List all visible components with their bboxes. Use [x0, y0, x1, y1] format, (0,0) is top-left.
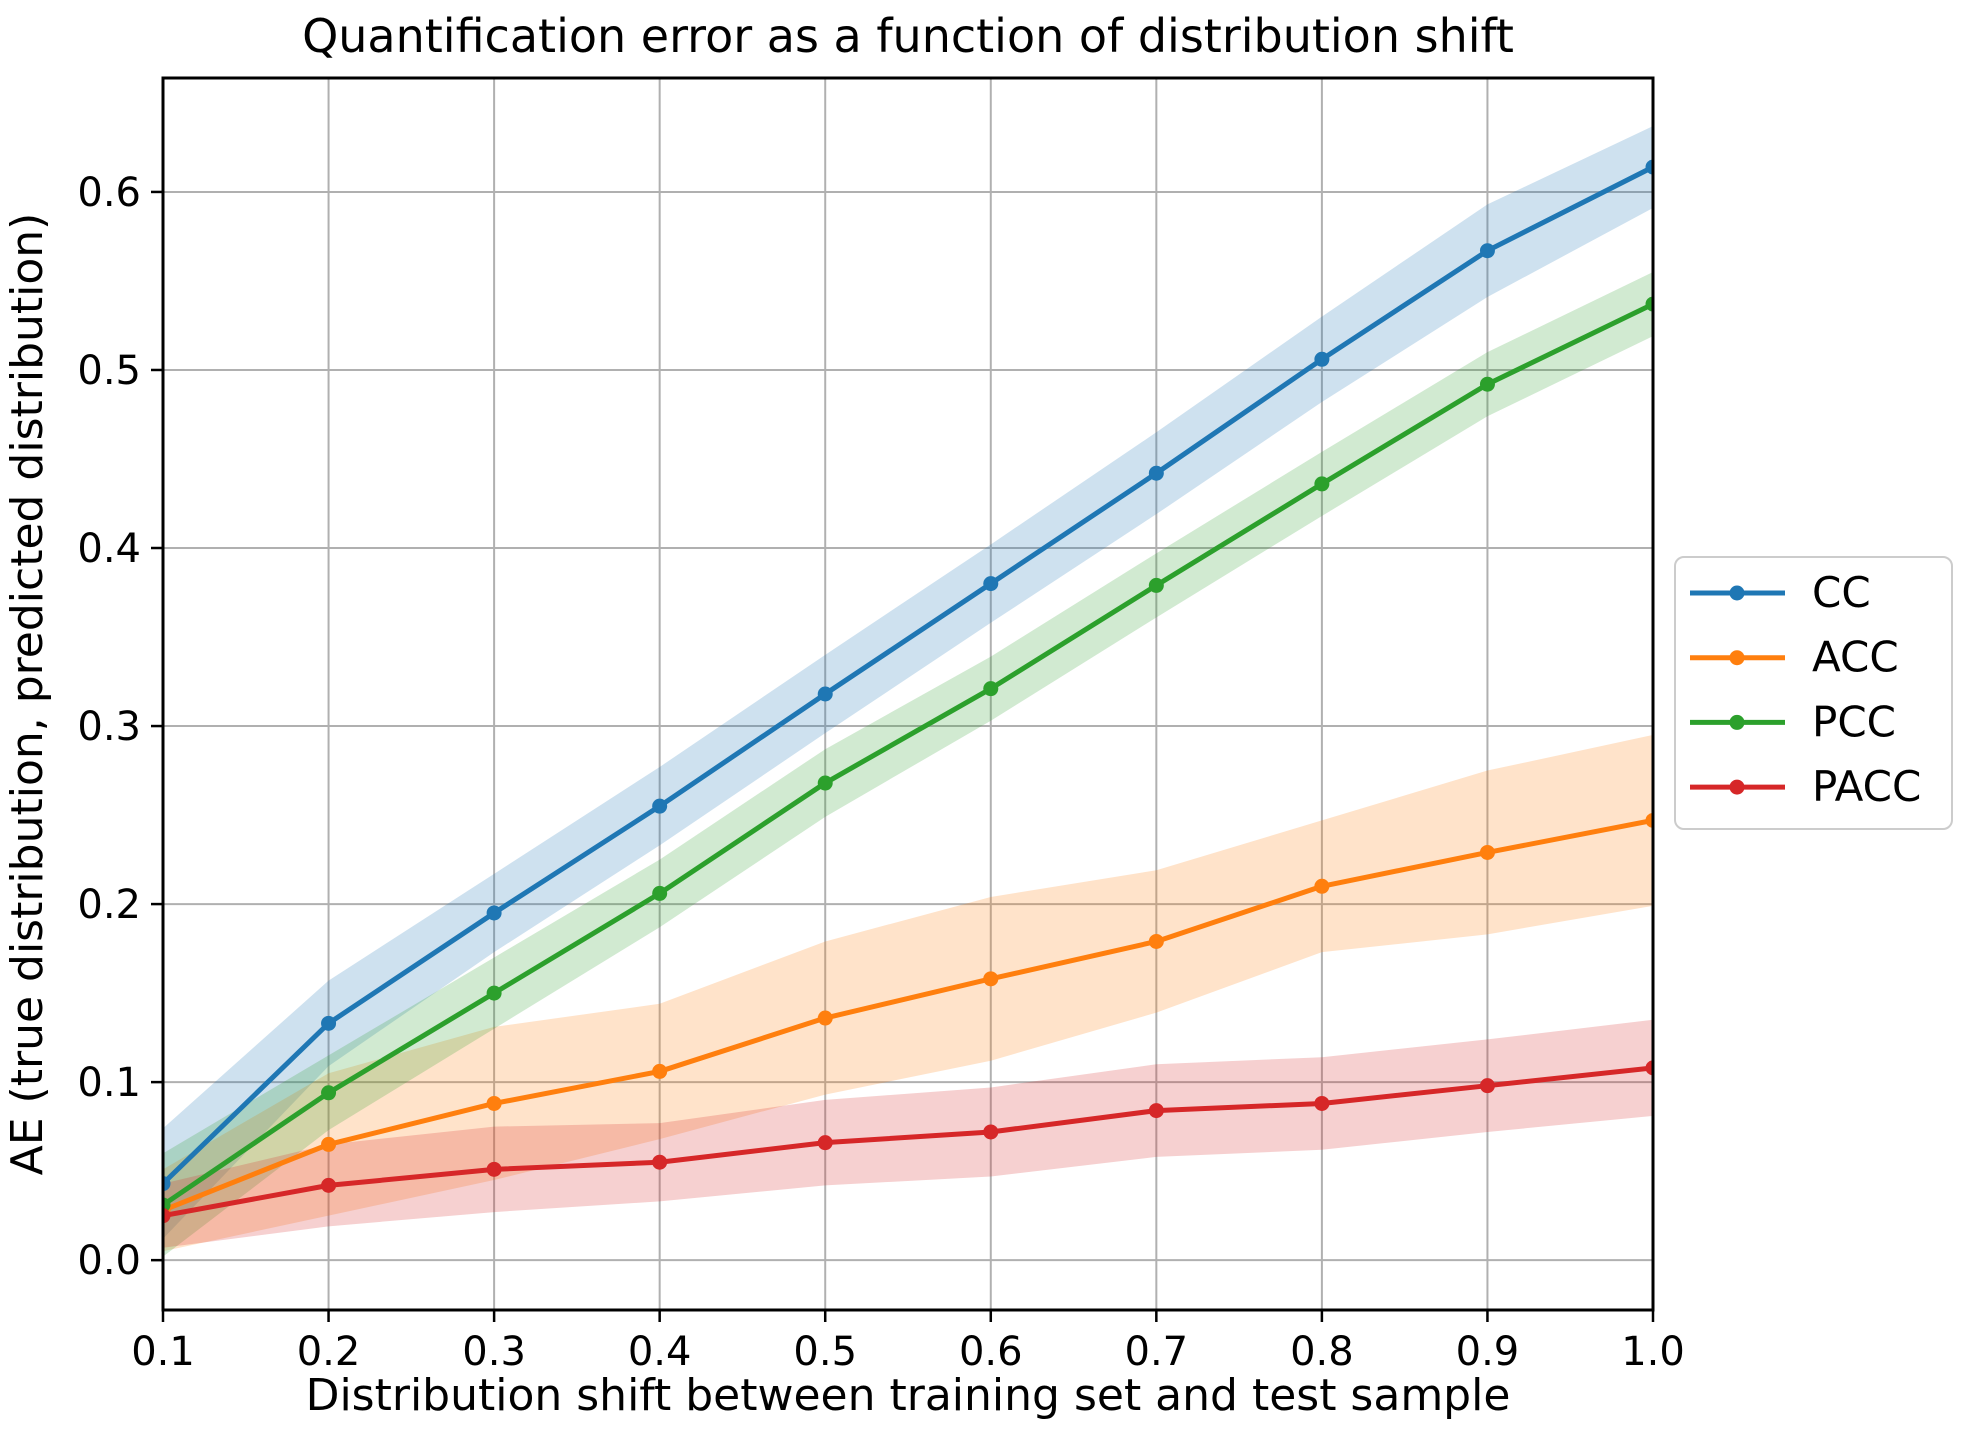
- marker-PACC: [983, 1124, 999, 1140]
- marker-CC: [1148, 465, 1164, 481]
- legend-item-PACC: PACC: [1690, 762, 1921, 811]
- y-tick-label: 0.4: [77, 526, 141, 572]
- marker-PACC: [817, 1135, 833, 1151]
- marker-PCC: [817, 775, 833, 791]
- marker-CC: [652, 798, 668, 814]
- marker-PCC: [321, 1085, 337, 1101]
- y-axis-label: AE (true distribution, predicted distrib…: [2, 213, 53, 1176]
- marker-ACC: [321, 1136, 337, 1152]
- x-tick-label: 0.5: [793, 1329, 857, 1375]
- x-tick-label: 0.3: [462, 1329, 526, 1375]
- band-PCC: [163, 272, 1653, 1257]
- x-tick-label: 0.9: [1456, 1329, 1520, 1375]
- legend-label: PCC: [1812, 697, 1896, 746]
- marker-CC: [1645, 159, 1653, 175]
- y-tick-label: 0.1: [77, 1060, 141, 1106]
- axis-ticks: 0.1 0.2 0.3 0.4 0.5 0.6 0.7 0.8 0.9 1.0 0.0 0.1 0.2 0…: [77, 170, 1684, 1375]
- marker-CC: [321, 1015, 337, 1031]
- marker-ACC: [652, 1063, 668, 1079]
- marker-PACC: [1314, 1095, 1330, 1111]
- legend-item-PCC: PCC: [1690, 697, 1896, 746]
- marker-PACC: [1479, 1078, 1495, 1094]
- marker-CC: [817, 686, 833, 702]
- plot-border: [161, 76, 1655, 1312]
- marker-PACC: [163, 1208, 171, 1224]
- x-tick-label: 0.2: [297, 1329, 361, 1375]
- marker-ACC: [983, 971, 999, 987]
- legend-item-ACC: ACC: [1690, 633, 1899, 682]
- legend-label: PACC: [1812, 762, 1921, 811]
- x-tick-label: 0.8: [1290, 1329, 1354, 1375]
- marker-PCC: [983, 681, 999, 697]
- confidence-bands: [163, 126, 1653, 1257]
- y-tick-label: 0.6: [77, 170, 141, 216]
- marker-PCC: [1314, 476, 1330, 492]
- line-PACC: [163, 1065, 1653, 1219]
- marker-CC: [163, 1176, 171, 1192]
- marker-ACC: [486, 1095, 502, 1111]
- x-tick-label: 0.7: [1125, 1329, 1189, 1375]
- marker-ACC: [817, 1010, 833, 1026]
- marker-ACC: [1479, 844, 1495, 860]
- chart-title: Quantification error as a function of di…: [302, 9, 1514, 63]
- marker-ACC: [1314, 878, 1330, 894]
- band-ACC: [163, 734, 1653, 1252]
- marker-PACC: [652, 1154, 668, 1170]
- x-tick-label: 1.0: [1621, 1329, 1685, 1375]
- legend-label: ACC: [1812, 633, 1899, 682]
- y-tick-label: 0.5: [77, 348, 141, 394]
- legend-item-CC: CC: [1690, 568, 1871, 617]
- marker-PCC: [1148, 577, 1164, 593]
- legend-box: [1674, 556, 1953, 830]
- marker-PCC: [652, 885, 668, 901]
- y-tick-label: 0.2: [77, 882, 141, 928]
- legend-marker: [1729, 585, 1745, 601]
- band-CC: [163, 126, 1653, 1239]
- line-CC: [163, 164, 1653, 1187]
- marker-ACC: [1645, 812, 1653, 828]
- series-lines: [163, 159, 1653, 1224]
- marker-CC: [486, 905, 502, 921]
- legend-marker: [1729, 650, 1745, 666]
- legend-marker: [1729, 714, 1745, 730]
- marker-PACC: [486, 1161, 502, 1177]
- line-ACC: [163, 817, 1653, 1213]
- marker-PACC: [321, 1177, 337, 1193]
- legend: CC ACC PCC PACC: [1674, 556, 1953, 830]
- marker-PACC: [1645, 1060, 1653, 1076]
- y-tick-label: 0.0: [77, 1238, 141, 1284]
- y-tick-label: 0.3: [77, 704, 141, 750]
- marker-PCC: [1479, 376, 1495, 392]
- x-axis-label: Distribution shift between training set …: [306, 1370, 1511, 1421]
- legend-label: CC: [1812, 568, 1871, 617]
- legend-marker: [1729, 779, 1745, 795]
- band-PACC: [163, 1019, 1653, 1248]
- marker-CC: [1314, 351, 1330, 367]
- marker-CC: [1479, 243, 1495, 259]
- x-tick-label: 0.1: [131, 1329, 195, 1375]
- marker-ACC: [1148, 933, 1164, 949]
- marker-CC: [983, 576, 999, 592]
- marker-PACC: [1148, 1103, 1164, 1119]
- marker-PCC: [1645, 296, 1653, 312]
- plot-area: 0.1 0.2 0.3 0.4 0.5 0.6 0.7 0.8 0.9 1.0 0.0 0.1 0.2 0…: [77, 76, 1953, 1375]
- x-tick-label: 0.6: [959, 1329, 1023, 1375]
- line-PCC: [163, 301, 1653, 1208]
- marker-PCC: [486, 985, 502, 1001]
- x-tick-label: 0.4: [628, 1329, 692, 1375]
